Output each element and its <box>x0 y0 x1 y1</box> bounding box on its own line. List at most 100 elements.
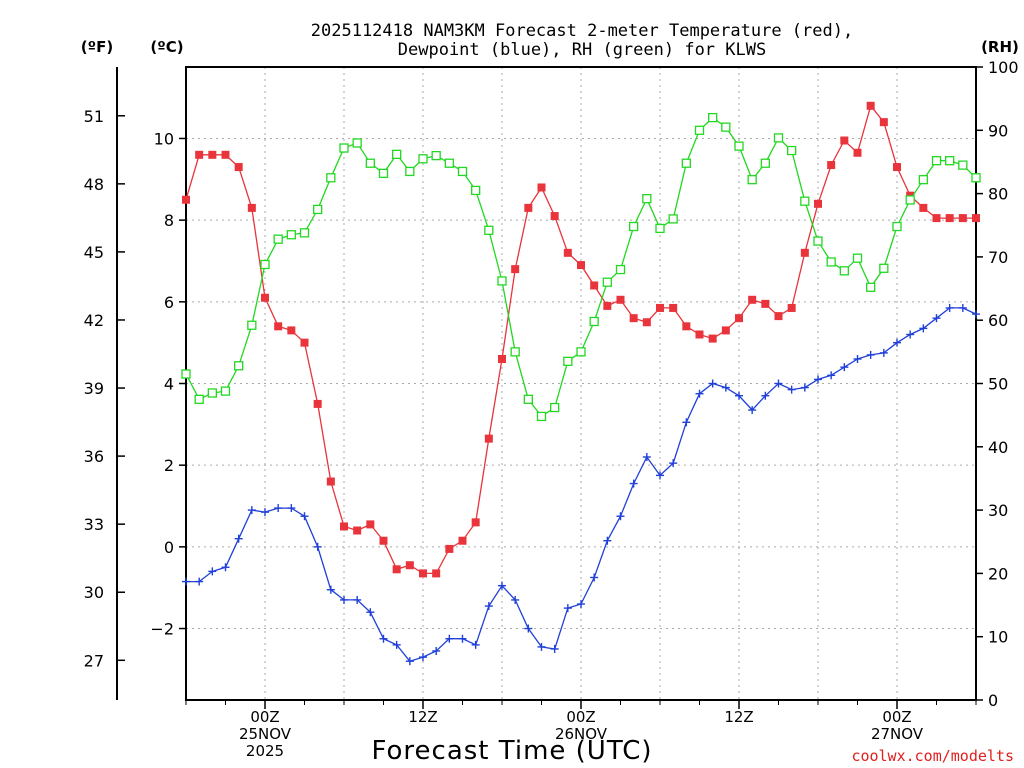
rh-point <box>734 141 744 151</box>
temperature-point <box>458 536 467 545</box>
rh-point <box>273 234 283 244</box>
rh-point <box>352 138 362 148</box>
rh-point <box>615 264 626 275</box>
rh-point <box>194 394 204 404</box>
temperature-point <box>853 148 862 157</box>
fahrenheit-tick-label: 33 <box>84 515 104 534</box>
temperature-point <box>221 150 230 159</box>
rh-point <box>563 356 573 366</box>
series-rh <box>181 112 981 422</box>
rh-tick-label: 30 <box>988 501 1008 520</box>
rh-tick-label: 90 <box>988 121 1008 140</box>
temperature-point <box>550 212 559 221</box>
temperature-point <box>590 281 599 290</box>
fahrenheit-unit-label: (ºF) <box>81 38 113 56</box>
temperature-point <box>300 338 309 347</box>
rh-point <box>299 228 310 238</box>
dewpoint-point <box>616 512 625 521</box>
dewpoint-point <box>247 506 256 515</box>
rh-point <box>879 263 889 273</box>
x-tick-label: 12Z <box>408 708 437 726</box>
temperature-point <box>287 326 296 335</box>
temperature-point <box>247 203 256 212</box>
dewpoint-point <box>300 512 309 521</box>
temperature-point <box>945 214 954 223</box>
rh-point <box>747 175 757 185</box>
dewpoint-point <box>261 508 269 517</box>
temperature-point <box>787 303 796 312</box>
temperature-point <box>498 354 506 363</box>
temperature-point <box>669 303 678 312</box>
dewpoint-point <box>511 595 520 604</box>
dewpoint-point <box>721 383 730 392</box>
temperature-point <box>563 248 572 257</box>
temperature-point <box>866 101 875 110</box>
celsius-tick-label: 4 <box>164 375 174 394</box>
rh-point <box>431 150 441 161</box>
dewpoint-point <box>879 348 888 357</box>
rh-point <box>457 166 468 177</box>
rh-point <box>471 185 481 196</box>
dewpoint-point <box>577 600 585 609</box>
celsius-tick-label: 6 <box>164 293 174 312</box>
temperature-point <box>879 118 888 127</box>
fahrenheit-tick-label: 30 <box>84 583 104 602</box>
dewpoint-point <box>708 379 717 388</box>
temperature-point <box>616 295 625 304</box>
dewpoint-point <box>656 471 664 480</box>
temperature-point <box>642 318 651 327</box>
temperature-point <box>958 214 967 223</box>
source-watermark: coolwx.com/modelts <box>851 747 1014 765</box>
rh-point <box>708 112 718 123</box>
rh-point <box>378 168 389 178</box>
rh-point <box>260 259 270 270</box>
temperature-point <box>972 214 980 223</box>
temperature-point <box>379 536 388 545</box>
temperature-point <box>629 314 638 323</box>
rh-point <box>484 225 494 235</box>
dewpoint-point <box>392 640 401 649</box>
rh-tick-label: 80 <box>988 185 1008 204</box>
temperature-point <box>840 136 849 145</box>
series-2-meter-temperature <box>182 101 980 578</box>
celsius-tick-label: 2 <box>164 456 174 475</box>
rh-point <box>694 125 705 135</box>
temperature-point <box>445 544 454 553</box>
dewpoint-point <box>419 653 427 662</box>
temperature-point <box>392 565 401 574</box>
rh-point <box>247 320 257 330</box>
dewpoint-point <box>919 324 928 333</box>
temperature-point <box>340 522 348 531</box>
fahrenheit-tick-label: 36 <box>84 447 104 466</box>
rh-tick-label: 100 <box>988 58 1019 77</box>
rh-point <box>220 386 231 396</box>
dewpoint-point <box>458 634 467 643</box>
fahrenheit-tick-label: 27 <box>84 651 104 670</box>
dewpoint-point <box>853 354 862 363</box>
rh-tick-label: 40 <box>988 438 1008 457</box>
temperature-point <box>893 163 901 172</box>
rh-tick-label: 0 <box>988 691 998 710</box>
rh-point <box>918 175 928 185</box>
temperature-point <box>419 569 427 578</box>
rh-point <box>629 221 639 232</box>
rh-point <box>392 149 402 160</box>
temperature-point <box>524 203 533 212</box>
rh-point <box>326 173 336 183</box>
rh-point <box>313 204 323 215</box>
dewpoint-point <box>353 595 362 604</box>
rh-point <box>773 133 784 143</box>
temperature-point <box>274 322 283 331</box>
dewpoint-point <box>366 608 375 617</box>
rh-point <box>800 196 810 206</box>
dewpoint-point <box>208 567 217 576</box>
dewpoint-point <box>866 350 875 359</box>
dewpoint-point <box>195 577 204 586</box>
dewpoint-point <box>313 542 322 551</box>
dewpoint-point <box>484 602 493 611</box>
rh-point <box>668 214 678 224</box>
dewpoint-point <box>800 383 809 392</box>
fahrenheit-tick-label: 45 <box>84 243 104 262</box>
rh-point <box>655 223 665 234</box>
